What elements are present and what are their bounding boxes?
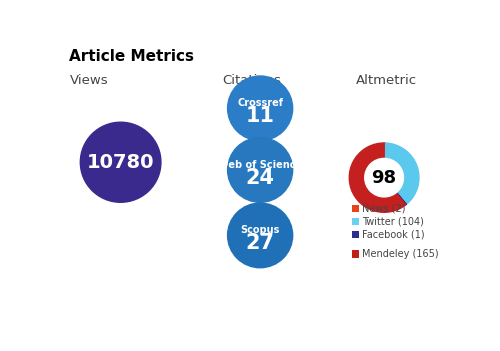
Text: Article Metrics: Article Metrics — [68, 49, 194, 64]
Text: Scopus: Scopus — [240, 225, 280, 235]
Text: 11: 11 — [246, 106, 274, 126]
Text: 10780: 10780 — [87, 153, 154, 172]
Text: 98: 98 — [372, 168, 396, 187]
Circle shape — [365, 158, 404, 197]
Text: Crossref: Crossref — [237, 98, 283, 108]
Text: News (2): News (2) — [362, 204, 406, 213]
Text: Altmetric: Altmetric — [356, 74, 416, 87]
Text: Citations: Citations — [222, 74, 281, 87]
Text: Twitter (104): Twitter (104) — [362, 217, 424, 226]
Wedge shape — [350, 143, 406, 212]
Circle shape — [228, 138, 292, 202]
Circle shape — [228, 76, 292, 141]
Bar — [352, 250, 360, 258]
Bar — [352, 218, 360, 225]
Wedge shape — [385, 143, 419, 204]
Wedge shape — [384, 143, 386, 158]
Text: Mendeley (165): Mendeley (165) — [362, 249, 439, 259]
Text: Web of Science: Web of Science — [218, 160, 302, 170]
Text: Views: Views — [70, 74, 109, 87]
Bar — [352, 205, 360, 212]
Circle shape — [228, 203, 292, 268]
Text: Facebook (1): Facebook (1) — [362, 230, 425, 240]
Bar — [352, 231, 360, 238]
Wedge shape — [396, 192, 406, 205]
Text: 24: 24 — [246, 168, 274, 188]
Circle shape — [80, 122, 161, 202]
Text: 27: 27 — [246, 233, 274, 253]
